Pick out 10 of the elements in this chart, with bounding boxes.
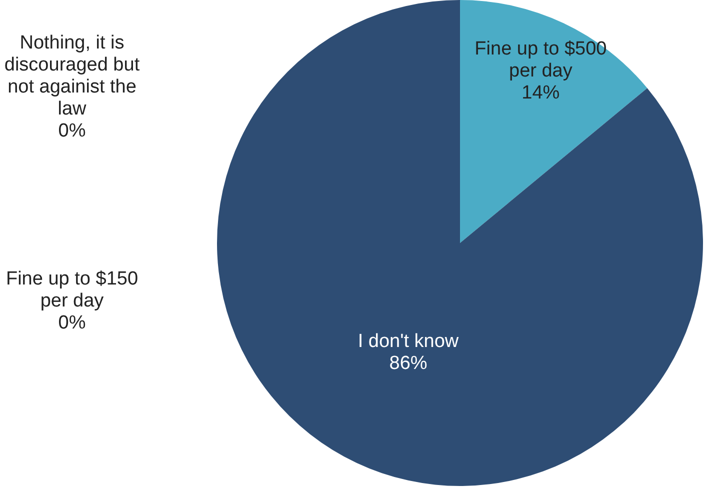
text: 0% <box>58 312 86 334</box>
data-label: 86% <box>389 352 428 374</box>
slice-label: I don't know <box>358 330 459 352</box>
category-label: Fine up to $150 per day <box>6 268 138 312</box>
pie-slice <box>460 0 648 243</box>
pie-slice <box>217 0 703 486</box>
text: 0% <box>58 120 86 142</box>
category-label: Nothing, it is discouraged but not againist the law <box>4 32 140 120</box>
data-label: 14% <box>522 82 560 104</box>
slice-label: Fine up to $500 per day <box>474 38 607 82</box>
